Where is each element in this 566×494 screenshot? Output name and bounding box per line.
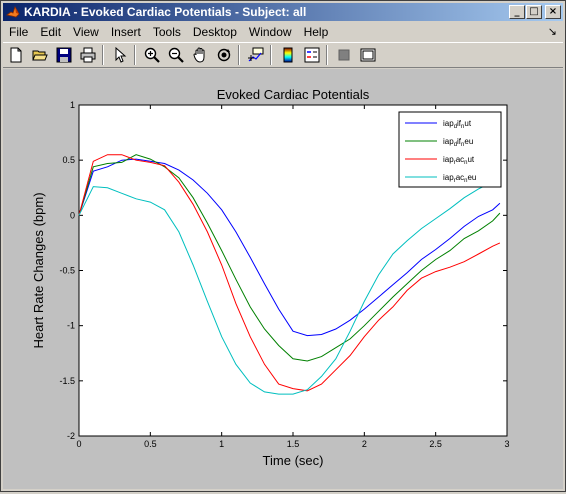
menu-file[interactable]: File (9, 24, 29, 39)
chart-title: Evoked Cardiac Potentials (217, 87, 370, 102)
series-line-0 (78, 158, 501, 337)
y-tick-label: 1 (70, 100, 75, 110)
x-tick-label: 1 (219, 439, 224, 449)
y-tick-label: -1.5 (59, 376, 75, 386)
menu-window[interactable]: Window (248, 24, 292, 39)
show-plot-tools-icon[interactable] (357, 44, 379, 66)
y-tick-label: 0 (70, 210, 75, 220)
y-tick-label: -0.5 (59, 266, 75, 276)
maximize-button[interactable]: □ (526, 5, 542, 19)
title-bar[interactable]: KARDIA - Evoked Cardiac Potentials - Sub… (3, 3, 563, 21)
legend-box (398, 111, 502, 188)
tick-group: 0 0.5 1 1.5 2 2.5 3 -2 -1.5 -1 -0.5 0 0.5 1 (59, 100, 509, 449)
edit-plot-arrow-icon[interactable] (109, 44, 131, 66)
series-line-1 (78, 154, 501, 362)
toolbar-separator (238, 45, 240, 65)
menu-bar: File Edit View Insert Tools Desktop Wind… (3, 22, 563, 41)
legend-label: iapracnut (443, 155, 475, 166)
window-title: KARDIA - Evoked Cardiac Potentials - Sub… (24, 5, 307, 19)
pan-hand-icon[interactable] (189, 44, 211, 66)
rotate-3d-icon[interactable] (213, 44, 235, 66)
menu-help[interactable]: Help (303, 24, 329, 39)
menu-insert[interactable]: Insert (110, 24, 141, 39)
legend[interactable]: iapdifnut iapdifneu iapracnut iapracneu (398, 111, 502, 188)
dock-arrow-icon[interactable]: ↘ (547, 26, 557, 38)
menu-tools[interactable]: Tools (152, 24, 181, 39)
x-tick-label: 3 (504, 439, 509, 449)
legend-label: iapracneu (443, 173, 476, 184)
legend-icon[interactable] (301, 44, 323, 66)
y-tick-label: 0.5 (62, 155, 75, 165)
legend-label: iapdifnut (443, 119, 472, 130)
chart-svg: 0 0.5 1 1.5 2 2.5 3 -2 -1.5 -1 -0.5 0 0.5 1 Evoked Ca… (31, 87, 510, 468)
zoom-in-icon[interactable] (141, 44, 163, 66)
toolbar-separator (270, 45, 272, 65)
x-tick-label: 1.5 (287, 439, 300, 449)
series-line-2 (78, 154, 501, 392)
toolbar-separator (326, 45, 328, 65)
hide-plot-tools-icon[interactable] (333, 44, 355, 66)
y-tick-label: -1 (67, 321, 75, 331)
new-figure-icon[interactable] (5, 44, 27, 66)
figure-canvas: 0 0.5 1 1.5 2 2.5 3 -2 -1.5 -1 -0.5 0 0.5 1 Evoked Ca… (3, 69, 563, 489)
toolbar-separator (134, 45, 136, 65)
toolbar-separator (102, 45, 104, 65)
minimize-button[interactable]: _ (509, 5, 525, 19)
y-tick-label: -2 (67, 431, 75, 441)
x-tick-label: 0.5 (144, 439, 157, 449)
series-line-3 (78, 178, 501, 395)
print-icon[interactable] (77, 44, 99, 66)
open-file-icon[interactable] (29, 44, 51, 66)
save-icon[interactable] (53, 44, 75, 66)
y-axis-label: Heart Rate Changes (bpm) (31, 192, 46, 348)
x-tick-label: 2 (362, 439, 367, 449)
x-axis-label: Time (sec) (263, 453, 324, 468)
x-tick-label: 2.5 (429, 439, 442, 449)
figure-toolbar (3, 42, 563, 68)
menu-desktop[interactable]: Desktop (192, 24, 237, 39)
series-group (78, 154, 501, 395)
close-button[interactable]: × (545, 5, 561, 19)
x-tick-label: 0 (76, 439, 81, 449)
menu-edit[interactable]: Edit (40, 24, 62, 39)
menu-view[interactable]: View (73, 24, 99, 39)
colorbar-icon[interactable] (277, 44, 299, 66)
window-controls: _ □ × (508, 5, 561, 19)
data-cursor-icon[interactable] (245, 44, 267, 66)
matlab-logo-icon (6, 5, 20, 19)
legend-label: iapdifneu (443, 137, 473, 148)
zoom-out-icon[interactable] (165, 44, 187, 66)
